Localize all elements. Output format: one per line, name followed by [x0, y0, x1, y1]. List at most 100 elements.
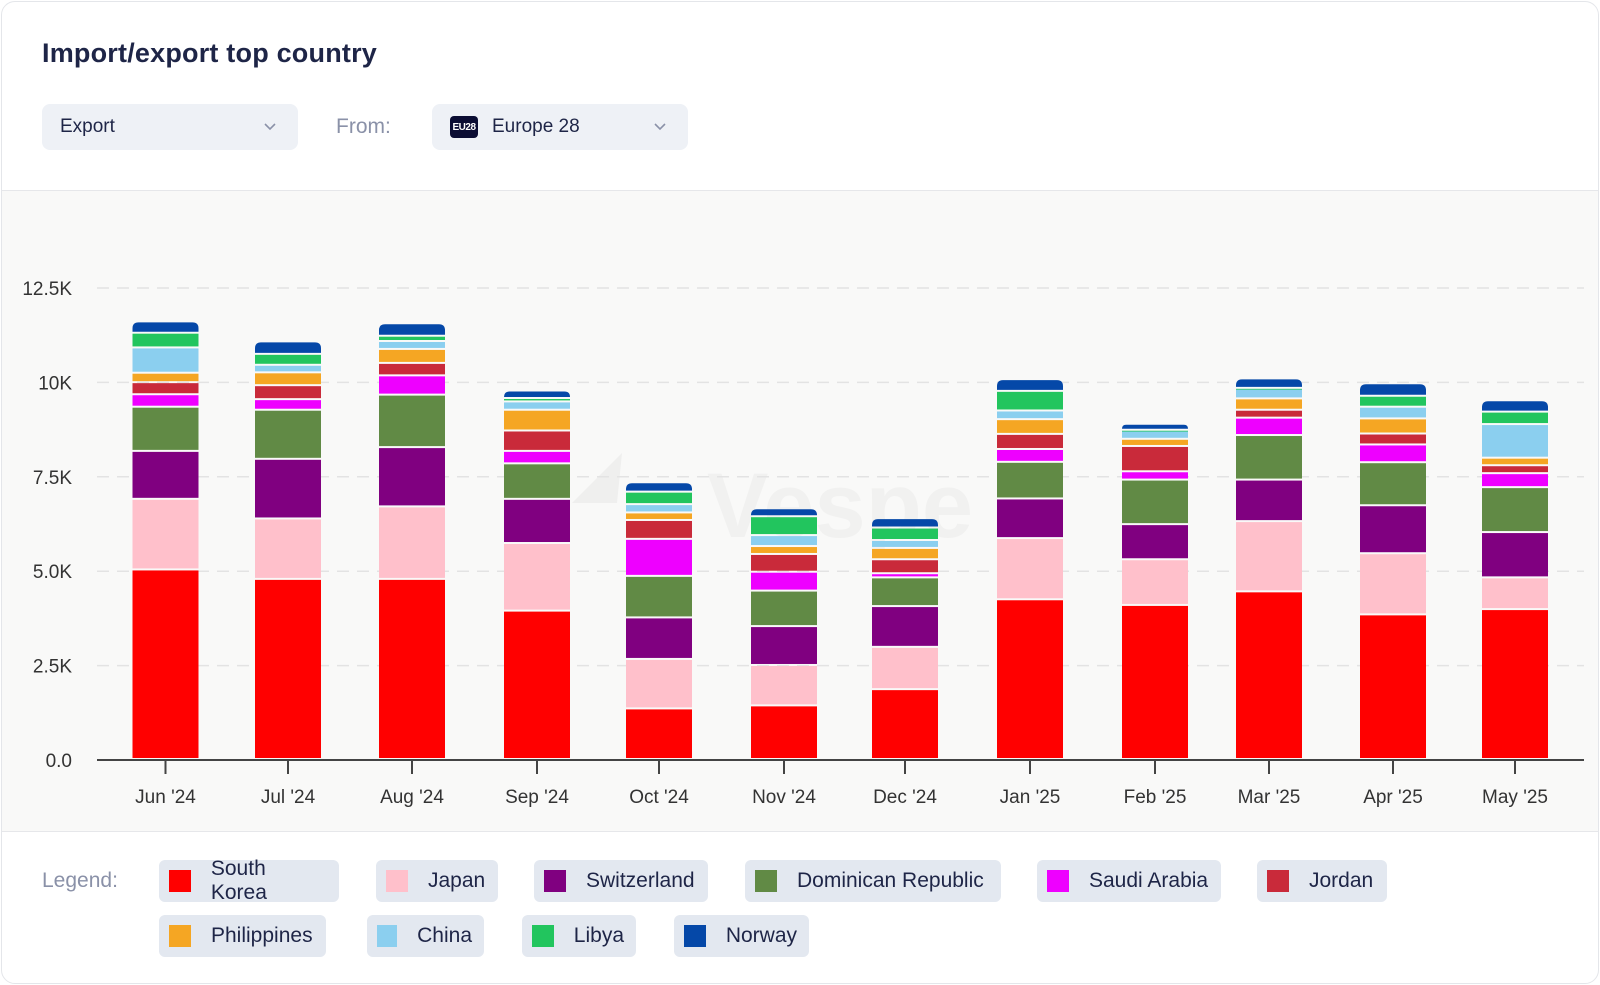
bar-segment-china[interactable] [1360, 407, 1426, 418]
bar-segment-libya[interactable] [1236, 388, 1302, 390]
bar-segment-south-korea[interactable] [1360, 615, 1426, 758]
legend-item-saudi-arabia[interactable]: Saudi Arabia [1037, 860, 1221, 902]
bar-segment-switzerland[interactable] [379, 448, 445, 506]
bar-segment-libya[interactable] [1122, 430, 1188, 432]
bar-segment-norway[interactable] [255, 342, 321, 353]
bar-segment-dominican-republic[interactable] [379, 395, 445, 447]
legend-item-japan[interactable]: Japan [376, 860, 498, 902]
bar-segment-south-korea[interactable] [872, 690, 938, 758]
bar-segment-jordan[interactable] [1482, 466, 1548, 473]
bar-segment-japan[interactable] [132, 499, 199, 569]
bar-segment-saudi-arabia[interactable] [1122, 472, 1188, 479]
bar-segment-libya[interactable] [626, 492, 692, 504]
bar-segment-jordan[interactable] [872, 560, 938, 573]
bar-segment-philippines[interactable] [504, 410, 570, 430]
legend-item-norway[interactable]: Norway [674, 915, 809, 957]
bar-segment-norway[interactable] [504, 391, 570, 398]
bar-segment-norway[interactable] [1236, 379, 1302, 387]
bar-segment-south-korea[interactable] [751, 706, 817, 758]
bar-segment-saudi-arabia[interactable] [1360, 445, 1426, 462]
bar-segment-philippines[interactable] [997, 420, 1063, 433]
bar-segment-libya[interactable] [997, 391, 1063, 410]
bar-segment-philippines[interactable] [1122, 439, 1188, 445]
bar-segment-japan[interactable] [255, 519, 321, 578]
bar-segment-switzerland[interactable] [751, 627, 817, 664]
bar-segment-dominican-republic[interactable] [1482, 488, 1548, 532]
bar-segment-philippines[interactable] [379, 349, 445, 362]
bar-segment-switzerland[interactable] [132, 451, 199, 498]
bar-segment-philippines[interactable] [872, 548, 938, 559]
bar-segment-jordan[interactable] [751, 554, 817, 571]
bar-segment-south-korea[interactable] [132, 570, 199, 758]
bar-segment-switzerland[interactable] [504, 499, 570, 543]
bar-segment-switzerland[interactable] [1482, 533, 1548, 577]
bar-stack[interactable] [255, 342, 321, 758]
bar-stack[interactable] [504, 391, 570, 758]
bar-segment-japan[interactable] [1482, 578, 1548, 609]
bar-segment-saudi-arabia[interactable] [997, 449, 1063, 461]
bar-stack[interactable] [751, 509, 817, 758]
bar-segment-dominican-republic[interactable] [132, 407, 199, 450]
bar-stack[interactable] [132, 322, 199, 758]
bar-segment-china[interactable] [751, 536, 817, 546]
bar-segment-saudi-arabia[interactable] [132, 395, 199, 406]
bar-segment-jordan[interactable] [1122, 446, 1188, 471]
bar-segment-libya[interactable] [751, 517, 817, 535]
bar-segment-norway[interactable] [379, 324, 445, 335]
bar-segment-switzerland[interactable] [255, 459, 321, 518]
bar-segment-saudi-arabia[interactable] [255, 400, 321, 409]
bar-segment-norway[interactable] [1122, 424, 1188, 429]
bar-segment-libya[interactable] [1482, 412, 1548, 424]
bar-segment-japan[interactable] [1360, 554, 1426, 614]
bar-segment-japan[interactable] [504, 544, 570, 610]
bar-segment-libya[interactable] [132, 333, 199, 347]
bar-segment-china[interactable] [626, 505, 692, 512]
bar-segment-japan[interactable] [626, 659, 692, 708]
bar-segment-jordan[interactable] [1360, 434, 1426, 444]
legend-item-china[interactable]: China [367, 915, 484, 957]
bar-segment-philippines[interactable] [1360, 419, 1426, 433]
legend-item-switzerland[interactable]: Switzerland [534, 860, 708, 902]
bar-segment-jordan[interactable] [1236, 410, 1302, 417]
bar-stack[interactable] [379, 324, 445, 758]
bar-segment-philippines[interactable] [132, 373, 199, 382]
bar-segment-south-korea[interactable] [626, 709, 692, 758]
bar-segment-jordan[interactable] [504, 431, 570, 450]
legend-item-philippines[interactable]: Philippines [159, 915, 326, 957]
bar-segment-norway[interactable] [1482, 401, 1548, 411]
bar-segment-dominican-republic[interactable] [255, 410, 321, 458]
bar-segment-japan[interactable] [751, 665, 817, 705]
bar-segment-dominican-republic[interactable] [1360, 463, 1426, 505]
legend-item-jordan[interactable]: Jordan [1257, 860, 1387, 902]
bar-segment-saudi-arabia[interactable] [379, 376, 445, 394]
bar-segment-japan[interactable] [379, 507, 445, 578]
bar-segment-china[interactable] [1122, 431, 1188, 438]
bar-segment-libya[interactable] [379, 336, 445, 340]
bar-stack[interactable] [1236, 379, 1302, 758]
bar-segment-jordan[interactable] [997, 434, 1063, 448]
bar-segment-saudi-arabia[interactable] [626, 539, 692, 575]
bar-segment-norway[interactable] [997, 380, 1063, 390]
bar-segment-china[interactable] [255, 365, 321, 372]
bar-segment-saudi-arabia[interactable] [1236, 418, 1302, 435]
bar-segment-switzerland[interactable] [1122, 525, 1188, 559]
bar-segment-dominican-republic[interactable] [1236, 436, 1302, 479]
bar-segment-saudi-arabia[interactable] [504, 451, 570, 463]
bar-segment-south-korea[interactable] [1482, 610, 1548, 758]
bar-segment-libya[interactable] [255, 354, 321, 364]
bar-segment-dominican-republic[interactable] [626, 576, 692, 617]
bar-segment-south-korea[interactable] [379, 579, 445, 758]
region-select[interactable]: EU28 Europe 28 [432, 104, 688, 150]
bar-segment-philippines[interactable] [1236, 399, 1302, 409]
type-select[interactable]: Export [42, 104, 298, 150]
bar-segment-norway[interactable] [626, 483, 692, 491]
bar-segment-libya[interactable] [1360, 396, 1426, 406]
bar-segment-libya[interactable] [504, 399, 570, 401]
bar-segment-japan[interactable] [1122, 560, 1188, 604]
bar-segment-south-korea[interactable] [255, 579, 321, 758]
bar-segment-philippines[interactable] [626, 513, 692, 519]
bar-segment-jordan[interactable] [132, 383, 199, 394]
bar-stack[interactable] [626, 483, 692, 758]
bar-stack[interactable] [997, 380, 1063, 758]
bar-segment-philippines[interactable] [751, 547, 817, 553]
